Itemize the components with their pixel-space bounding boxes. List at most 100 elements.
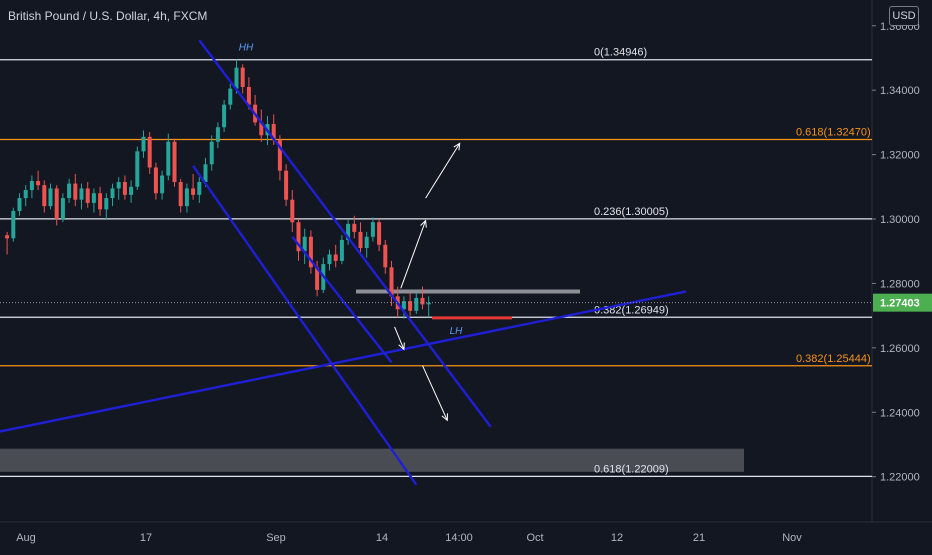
candle-body (277, 140, 282, 171)
x-tick-label: 14 (376, 532, 388, 544)
candle-body (17, 198, 22, 211)
candle-body (60, 198, 65, 220)
candle-body (178, 181, 183, 207)
candle-body (327, 254, 332, 265)
candle-body (91, 193, 96, 203)
candle-body (383, 244, 388, 268)
fib-level-label: 0.618(1.22009) (594, 463, 669, 475)
candle-body (172, 141, 177, 182)
candle-body (85, 188, 90, 203)
candle-body (308, 236, 313, 268)
candle-body (98, 193, 103, 210)
candle-body (296, 222, 301, 252)
candle-body (122, 181, 127, 195)
projection-arrow-line (400, 220, 427, 289)
x-tick-label: Aug (16, 532, 36, 544)
candle-body (73, 183, 78, 200)
candle-body (426, 302, 431, 305)
candle-body (408, 301, 413, 311)
candle-body (389, 267, 394, 297)
candle-body (228, 88, 233, 105)
y-tick-label: 1.28000 (880, 278, 920, 290)
candle-body (290, 199, 295, 223)
fib-level-label: 0.382(1.26949) (594, 304, 669, 316)
candle-body (104, 198, 109, 210)
candle-body (67, 183, 72, 199)
trendline-channel-lower (192, 165, 418, 486)
trendline-channel-upper (198, 39, 492, 428)
fib-level-label: 0(1.34946) (594, 47, 647, 59)
candle-body (358, 231, 363, 249)
candle-body (339, 239, 344, 261)
candle-body (284, 170, 289, 200)
chart-title: British Pound / U.S. Dollar, 4h, FXCM (8, 9, 208, 23)
x-tick-label: Sep (266, 532, 286, 544)
y-tick-label: 1.32000 (880, 150, 920, 162)
candle-body (271, 124, 276, 141)
candle-body (364, 236, 369, 249)
candle-body (48, 188, 53, 207)
candle-body (197, 181, 202, 195)
last-price-label: 1.27403 (880, 298, 920, 310)
projection-arrow-head (453, 142, 461, 151)
candle-body (5, 235, 10, 239)
fib-level-label: 0.382(1.25444) (796, 353, 871, 365)
fib-level-label: 0.618(1.32470) (796, 126, 871, 138)
x-tick-label: Nov (782, 532, 802, 544)
projection-arrow-line (394, 326, 405, 350)
x-tick-label: 14:00 (445, 532, 473, 544)
currency-button[interactable]: USD (889, 6, 919, 26)
candle-body (302, 236, 307, 252)
trendline-channel-mid (291, 235, 393, 364)
y-tick-label: 1.22000 (880, 472, 920, 484)
candle-body (135, 151, 140, 187)
x-tick-label: 17 (140, 532, 152, 544)
candle-body (116, 181, 121, 189)
candle-body (215, 127, 220, 142)
y-tick-label: 1.26000 (880, 343, 920, 355)
projection-arrow-head (420, 219, 427, 228)
fib-level-label: 0.236(1.30005) (594, 206, 669, 218)
candle-body (184, 188, 189, 207)
trendline-rising (0, 290, 687, 433)
candle-body (420, 297, 425, 305)
candle-body (222, 104, 227, 128)
y-tick-label: 1.30000 (880, 214, 920, 226)
annotation-lh: LH (450, 326, 464, 337)
candle-body (141, 136, 146, 152)
annotation-hh: HH (239, 43, 254, 54)
last-price-badge (873, 293, 932, 312)
candle-body (333, 254, 338, 261)
candle-body (79, 188, 84, 200)
candle-body (240, 67, 245, 87)
candle-body (54, 188, 59, 220)
candle-body (234, 67, 239, 89)
candle-body (110, 188, 115, 199)
candle-body (401, 301, 406, 310)
projection-arrow-head (398, 342, 405, 351)
projection-arrow-line (425, 143, 461, 199)
candle-body (153, 167, 158, 194)
candle-body (259, 122, 264, 136)
candle-body (209, 141, 214, 165)
candle-body (315, 267, 320, 290)
x-tick-label: 12 (611, 532, 623, 544)
y-tick-label: 1.36000 (880, 21, 920, 33)
candle-body (377, 222, 382, 245)
candle-body (191, 188, 196, 195)
projection-arrow-line (422, 365, 448, 421)
y-tick-label: 1.34000 (880, 85, 920, 97)
candle-body (42, 185, 47, 207)
candle-body (147, 136, 152, 168)
candle-body (23, 190, 28, 199)
y-tick-label: 1.24000 (880, 407, 920, 419)
candle-body (160, 175, 165, 194)
support-zone (0, 448, 744, 472)
candle-body (346, 223, 351, 240)
projection-arrow-head (441, 413, 448, 422)
candle-body (166, 141, 171, 176)
x-tick-label: 21 (693, 532, 705, 544)
candle-body (129, 186, 134, 195)
